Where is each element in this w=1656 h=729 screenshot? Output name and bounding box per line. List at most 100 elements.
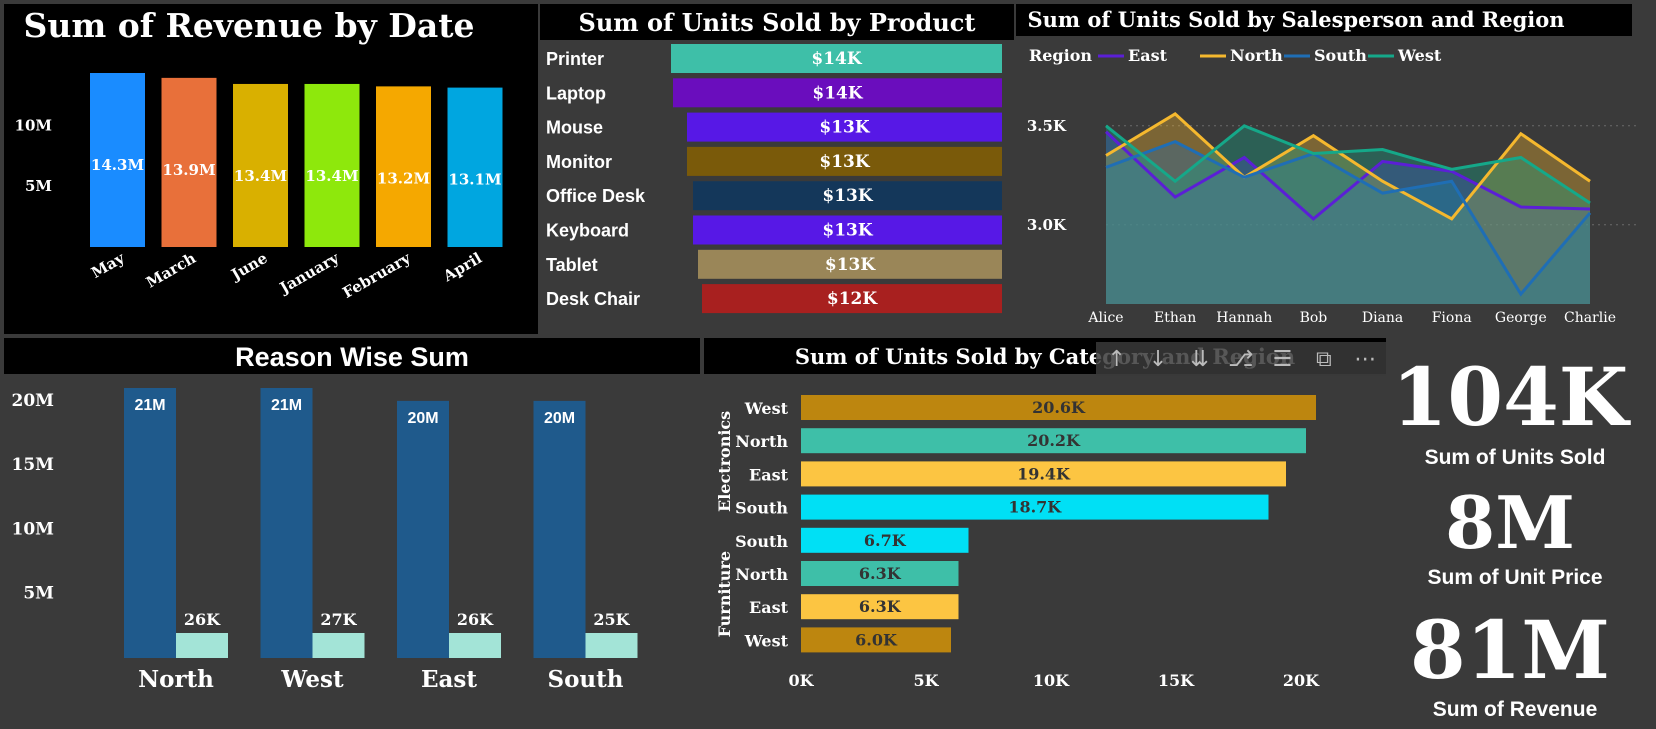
data-label: $12K: [827, 289, 878, 309]
y-tick-label: Mouse: [546, 118, 603, 138]
data-label: 18.7K: [1008, 498, 1062, 517]
arrow-down-icon[interactable]: ↓: [1148, 346, 1168, 372]
data-label: 14.3M: [91, 156, 144, 174]
y-tick-label: 15M: [12, 455, 55, 475]
y-tick-label: Printer: [546, 49, 604, 69]
y-tick-label: East: [749, 465, 789, 484]
data-label: 6.0K: [855, 630, 898, 649]
y-tick-label: 10M: [12, 519, 55, 539]
hierarchy-icon[interactable]: ⎇: [1228, 346, 1254, 372]
legend-entry: South: [1314, 46, 1367, 65]
y-tick-label: 5M: [23, 584, 54, 604]
bar: [687, 146, 1002, 176]
bar: [801, 494, 1269, 520]
x-tick-label: 15K: [1158, 671, 1195, 690]
revenue-by-date-chart: 10M 5M 14.3M May 13.9M March 13.4M June 13.4M Jan…: [15, 73, 503, 302]
data-label: $13K: [819, 118, 870, 138]
x-tick-label: 0K: [788, 671, 814, 690]
kpi-units-sold-value: 104K: [1391, 350, 1629, 444]
double-arrow-down-icon[interactable]: ⇊: [1190, 346, 1209, 372]
x-tick-label: Fiona: [1432, 310, 1472, 326]
x-tick-label: West: [280, 666, 344, 693]
more-options-icon[interactable]: ⋯: [1354, 346, 1377, 372]
group-label: Electronics: [715, 411, 734, 512]
data-label: $13K: [825, 255, 876, 275]
units-by-product-chart: Printer $14K Laptop $14K Mouse $13K Monitor $13…: [546, 44, 1002, 314]
data-label: 21M: [134, 397, 165, 414]
data-label: $14K: [811, 49, 862, 69]
legend-title: Region: [1029, 46, 1092, 65]
legend-entry: East: [1128, 46, 1168, 65]
x-tick-label: North: [138, 666, 214, 693]
units-by-salesperson-chart: Region East North South West 3.5K 3.0K Alice Eth…: [1027, 46, 1640, 326]
data-label: 6.7K: [864, 531, 907, 550]
data-label: 25K: [593, 610, 630, 629]
bar: [693, 215, 1002, 245]
x-tick-label: January: [275, 248, 343, 298]
data-label: 13.1M: [448, 171, 501, 189]
series-line: [1104, 130, 1591, 221]
units-by-category-chart: 0K 5K 10K 15K 20K Electronics West 20.6K North 20…: [715, 395, 1320, 690]
bar: [698, 249, 1002, 279]
reason-wise-title: Reason Wise Sum: [235, 342, 469, 372]
bar: [673, 78, 1002, 108]
bar: [304, 83, 360, 247]
x-tick-label: March: [143, 249, 199, 292]
data-label: 20.2K: [1027, 431, 1081, 450]
bar: [687, 112, 1002, 142]
y-tick-label: South: [735, 532, 788, 551]
data-label: 26K: [457, 610, 494, 629]
kpi-units-sold-label: Sum of Units Sold: [1424, 446, 1606, 469]
legend-entry: North: [1230, 46, 1283, 65]
y-tick-label: South: [735, 499, 788, 518]
data-label: 26K: [184, 610, 221, 629]
units-by-salesperson-title-bar: [1016, 4, 1632, 36]
x-tick-label: Bob: [1300, 310, 1328, 326]
units-by-category-panel: Sum of Units Sold by Category and Region…: [702, 338, 1388, 708]
bar: [801, 395, 1316, 420]
series-area: [1106, 131, 1590, 304]
kpi-revenue-value: 81M: [1410, 603, 1610, 697]
y-tick-label: West: [744, 631, 789, 650]
x-tick-label: Diana: [1362, 310, 1403, 326]
x-tick-label: May: [88, 248, 128, 282]
x-tick-label: 20K: [1283, 671, 1320, 690]
bar: [260, 388, 313, 658]
arrow-up-icon[interactable]: ↑: [1107, 346, 1126, 372]
legend-entry: West: [1397, 46, 1442, 65]
reason-wise-chart: 20M 15M 10M 5M 21M 26K North 21M 27K West 20M 26K Ea…: [12, 388, 638, 693]
bar: [801, 461, 1286, 487]
x-tick-label: April: [439, 249, 485, 286]
kpi-unit-price-value: 8M: [1445, 480, 1575, 565]
bar: [801, 561, 959, 586]
bar: [693, 181, 1002, 211]
y-tick-label: 3.0K: [1027, 216, 1067, 234]
bar: [702, 284, 1002, 314]
x-tick-label: East: [421, 666, 477, 693]
data-label: 20M: [544, 410, 575, 427]
units-by-product-panel: Sum of Units Sold by Product Printer $14K…: [540, 4, 1014, 334]
data-label: 13.9M: [162, 161, 215, 179]
y-tick-label: Keyboard: [546, 221, 629, 241]
units-by-salesperson-title: Sum of Units Sold by Salesperson and Reg…: [1027, 7, 1565, 32]
series-area: [1106, 125, 1590, 304]
data-label: 20.6K: [1032, 398, 1086, 417]
y-tick-label: Tablet: [546, 255, 598, 275]
focus-mode-icon[interactable]: ⧉: [1315, 346, 1332, 372]
bar: [585, 633, 638, 658]
data-label: 13.4M: [234, 167, 287, 185]
bar: [161, 77, 217, 248]
x-tick-label: 5K: [913, 671, 939, 690]
bar: [801, 527, 969, 553]
filter-icon[interactable]: ☰: [1272, 346, 1293, 372]
visual-header-toolbar: ↑ ↓ ⇊ ⎇ ☰ ⧉ ⋯: [1096, 342, 1386, 376]
series-line: [1105, 112, 1591, 221]
revenue-by-date-panel: Sum of Revenue by Date 10M 5M 14.3M May 13.9…: [4, 4, 538, 334]
data-label: $13K: [822, 221, 873, 241]
bar: [449, 633, 501, 658]
bar: [801, 627, 951, 653]
x-tick-label: Alice: [1087, 310, 1123, 326]
bar: [801, 428, 1306, 454]
y-tick-label: 3.5K: [1027, 117, 1067, 135]
x-tick-label: Ethan: [1154, 310, 1196, 326]
